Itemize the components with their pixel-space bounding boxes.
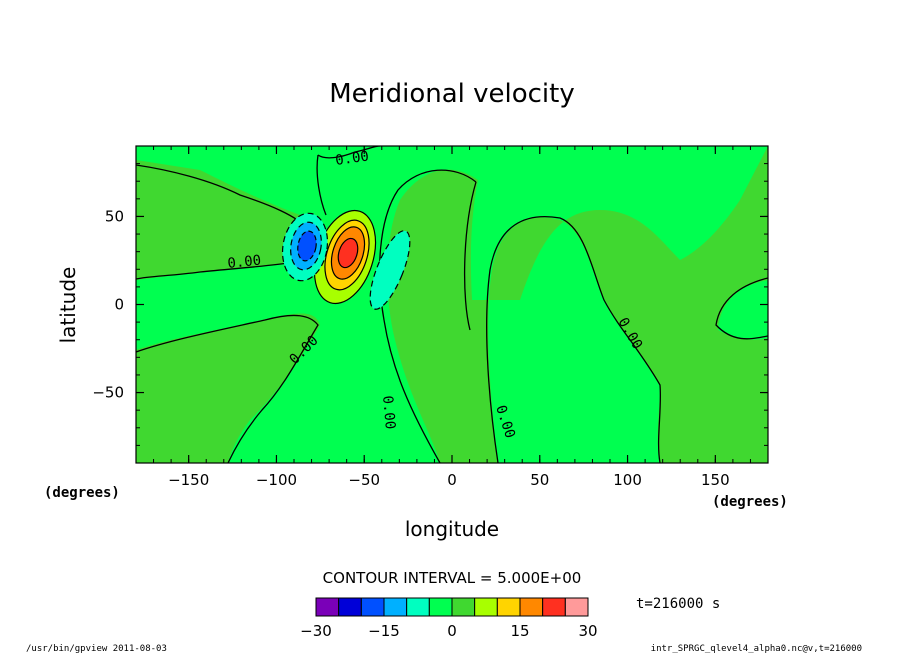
colorbar-swatch — [338, 597, 362, 617]
time-label: t=216000 s — [636, 596, 720, 612]
footer-right-note: intr_SPRGC_qlevel4_alpha0.nc@v,t=216000 — [651, 644, 862, 654]
contour-zero-far-east — [715, 277, 768, 340]
colorbar-tick-label: −30 — [300, 622, 332, 640]
x-tick-label: −100 — [256, 471, 297, 489]
footer-left-note: /usr/bin/gpview 2011-08-03 — [26, 644, 167, 654]
contour-label: 0.00 — [379, 395, 398, 430]
lobe-negative-band3 — [297, 230, 317, 262]
x-unit-right: (degrees) — [712, 494, 788, 510]
colorbar-swatch — [564, 597, 589, 617]
plot-area: 0.00 0.00 0.00 0.00 0.00 0.00 — [136, 146, 768, 463]
contour-zero-loop-right — [463, 181, 477, 331]
colorbar-swatch — [451, 597, 476, 617]
x-tick-label: −50 — [348, 471, 380, 489]
chart-title: Meridional velocity — [329, 79, 575, 109]
colorbar-swatch — [383, 597, 408, 617]
colorbar-tick-label: 0 — [447, 622, 457, 640]
x-unit-left: (degrees) — [44, 485, 120, 501]
y-axis-label: latitude — [56, 267, 80, 344]
lobe-positive-band4 — [337, 237, 359, 269]
contour-zero-center — [136, 314, 319, 463]
colorbar-swatch — [360, 597, 385, 617]
field-band-right — [387, 146, 768, 463]
colorbar-swatch — [542, 597, 566, 617]
colorbar: −30 −15 0 15 30 — [300, 597, 598, 640]
x-tick-label: 150 — [701, 471, 730, 489]
x-tick-label: 100 — [613, 471, 642, 489]
y-tick-label: 0 — [114, 296, 124, 314]
field-band-left — [136, 160, 315, 280]
x-tick-label: 50 — [530, 471, 549, 489]
colorbar-swatch — [428, 597, 453, 617]
contour-zero-east — [486, 216, 662, 463]
colorbar-swatch — [406, 597, 430, 617]
y-tick-label: 50 — [105, 207, 124, 225]
contour-zero-upper — [316, 146, 381, 216]
x-tick-label: 0 — [447, 471, 457, 489]
colorbar-swatch — [496, 597, 521, 617]
colorbar-tick-label: 30 — [578, 622, 597, 640]
colorbar-swatch — [519, 597, 544, 617]
colorbar-swatch — [315, 597, 340, 617]
x-tick-label: −150 — [168, 471, 209, 489]
x-axis: −150 −100 −50 0 50 100 150 — [135, 146, 769, 489]
contour-label: 0.00 — [227, 253, 262, 272]
lobe-weak-negative — [369, 230, 411, 310]
colorbar-tick-label: −15 — [368, 622, 400, 640]
colorbar-swatch — [474, 597, 498, 617]
field-band-lower-left — [136, 313, 320, 463]
y-axis: 50 0 −50 — [92, 145, 768, 464]
contour-label: 0.00 — [334, 148, 370, 169]
x-axis-label: longitude — [405, 517, 499, 541]
colorbar-tick-label: 15 — [510, 622, 529, 640]
contour-interval-text: CONTOUR INTERVAL = 5.000E+00 — [323, 569, 582, 587]
y-tick-label: −50 — [92, 384, 124, 402]
